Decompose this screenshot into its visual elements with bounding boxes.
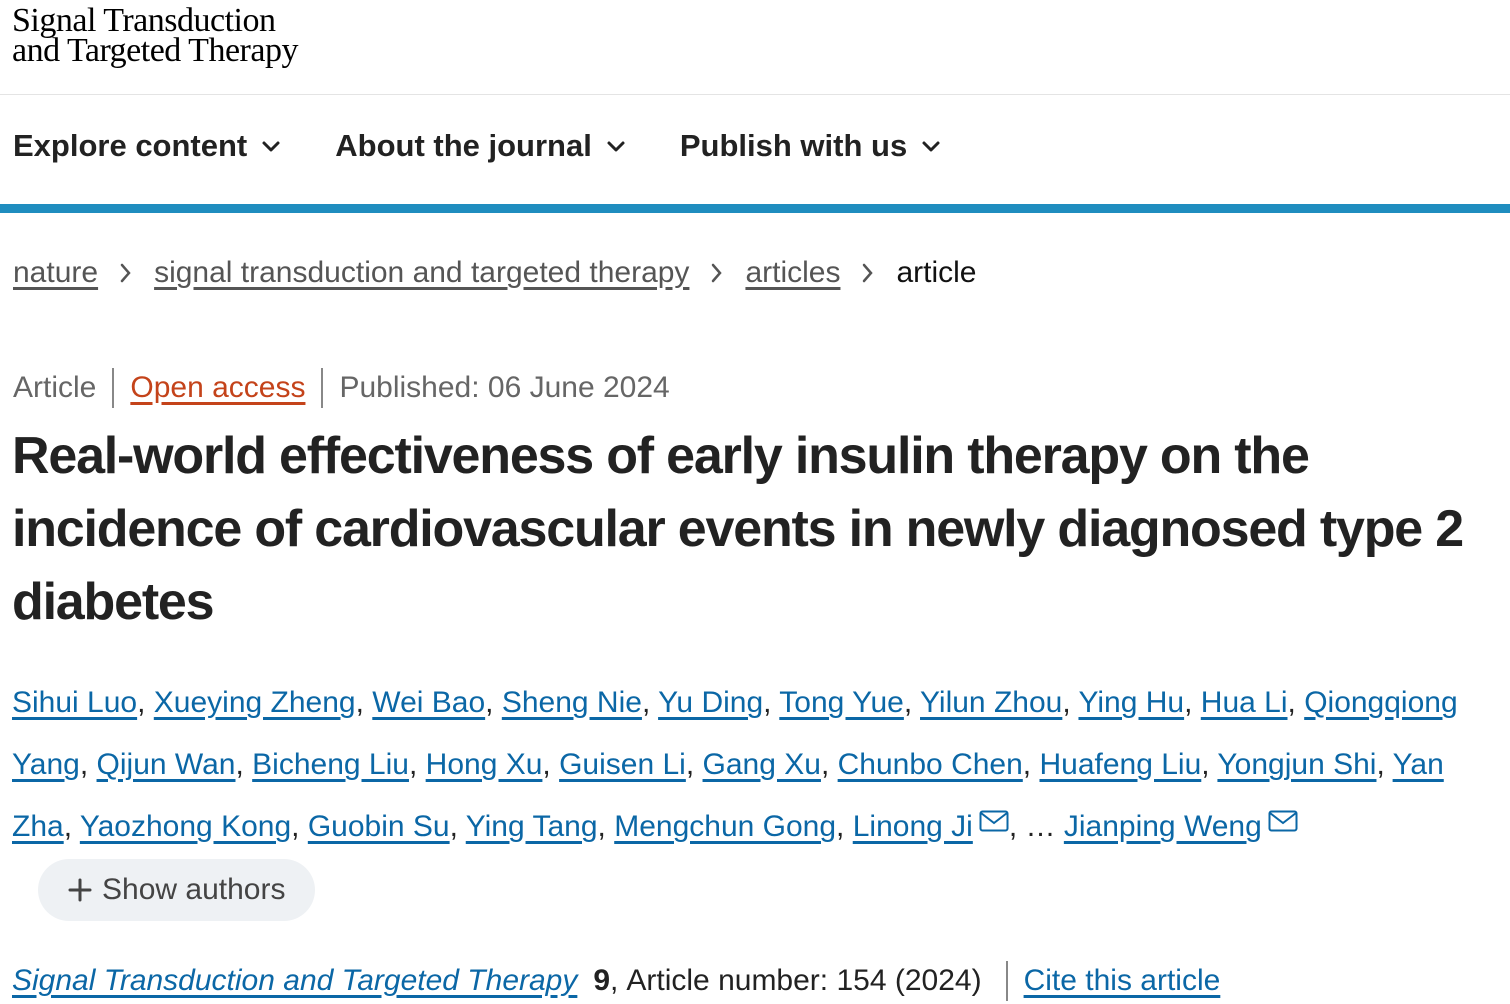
logo-line: Signal Transduction — [12, 2, 276, 39]
separator: , — [597, 810, 606, 843]
author-link[interactable]: Guisen Li — [559, 748, 686, 781]
separator: , — [137, 686, 146, 719]
nav-item[interactable]: About the journal — [335, 128, 626, 164]
separator: , — [1022, 748, 1032, 781]
author-link[interactable]: Linong Ji — [852, 810, 973, 843]
article-title: Real-world effectiveness of early insuli… — [12, 427, 1464, 631]
breadcrumb-link[interactable]: articles — [745, 256, 841, 289]
main-nav: Explore content About the journal Publish … — [13, 128, 941, 164]
separator: , — [449, 810, 458, 843]
article-type: Article — [13, 371, 97, 404]
author-link[interactable]: Guobin Su — [307, 810, 450, 843]
separator — [321, 368, 324, 408]
separator: , — [1376, 748, 1385, 781]
chevron-down — [607, 141, 625, 152]
plus-icon — [68, 878, 92, 902]
separator: , — [641, 686, 651, 719]
separator: , — [355, 686, 364, 719]
author-link[interactable]: Bicheng Liu — [252, 748, 409, 781]
email-icon — [1268, 810, 1298, 832]
separator: , — [836, 810, 845, 843]
breadcrumb-chevron — [863, 263, 874, 283]
separator: , — [235, 748, 244, 781]
author-link[interactable]: Sheng Nie — [501, 686, 642, 719]
author-link[interactable]: Gang Xu — [702, 748, 821, 781]
citation: Signal Transduction and Targeted Therapy… — [12, 961, 1220, 1001]
breadcrumb-chevron — [120, 263, 131, 283]
author-link[interactable]: Wei Bao — [372, 686, 486, 719]
separator: , — [1201, 748, 1210, 781]
author-link[interactable]: Xueying Zheng — [153, 686, 356, 719]
breadcrumb-link[interactable]: signal transduction and targeted therapy — [154, 256, 690, 289]
button-label: Show authors — [102, 873, 286, 907]
nav-label: Publish with us — [679, 128, 908, 163]
separator: , — [63, 810, 73, 843]
separator — [112, 368, 115, 408]
separator: , — [1184, 686, 1193, 719]
breadcrumb-current: article — [896, 256, 977, 289]
header-divider — [0, 94, 1510, 95]
email-icon — [979, 810, 1009, 832]
author-link[interactable]: Hua Li — [1200, 686, 1288, 719]
author-link[interactable]: Hong Xu — [425, 748, 543, 781]
volume: 9 — [593, 964, 611, 997]
chevron-down — [262, 141, 280, 152]
author-link[interactable]: Tong Yue — [779, 686, 904, 719]
breadcrumb-link[interactable]: nature — [13, 256, 99, 289]
journal-link[interactable]: Signal Transduction and Targeted Therapy — [12, 964, 578, 997]
open-access-link[interactable]: Open access — [130, 371, 306, 404]
separator: , — [1287, 686, 1296, 719]
author-link[interactable]: Yaozhong Kong — [79, 810, 292, 843]
separator: , — [820, 748, 830, 781]
logo-line: and Targeted Therapy — [12, 32, 298, 69]
author-link[interactable]: Chunbo Chen — [837, 748, 1023, 781]
breadcrumbs: nature signal transduction and targeted t… — [13, 256, 977, 290]
cite-link[interactable]: Cite this article — [1023, 964, 1221, 997]
author-link[interactable]: Qijun Wan — [96, 748, 236, 781]
author-link[interactable]: Ying Hu — [1078, 686, 1185, 719]
author-link[interactable]: Jianping Weng — [1063, 810, 1262, 843]
article-meta: Article Open access Published: 06 June 2… — [13, 368, 670, 408]
ellipsis: … — [1025, 810, 1056, 843]
author-link[interactable]: Yan Zha — [12, 748, 1444, 843]
separator: , — [610, 964, 619, 997]
separator: , — [763, 686, 772, 719]
separator: , — [79, 748, 89, 781]
author-link[interactable]: Yu Ding — [658, 686, 764, 719]
author-link[interactable]: Yongjun Shi — [1217, 748, 1377, 781]
separator: , — [1008, 810, 1018, 843]
published-date: Published: 06 June 2024 — [339, 371, 670, 404]
accent-bar — [0, 204, 1510, 213]
separator: , — [903, 686, 913, 719]
author-link[interactable]: Sihui Luo — [12, 686, 138, 719]
separator: , — [485, 686, 494, 719]
show-authors-button[interactable]: Show authors — [38, 859, 316, 922]
nav-label: About the journal — [335, 128, 592, 163]
separator: , — [291, 810, 300, 843]
author-link[interactable]: Mengchun Gong — [614, 810, 837, 843]
nav-label: Explore content — [13, 128, 248, 163]
separator — [1005, 961, 1008, 1001]
article-number: Article number: 154 (2024) — [626, 964, 982, 997]
author-link[interactable]: Ying Tang — [465, 810, 598, 843]
nav-item[interactable]: Publish with us — [680, 128, 941, 164]
author-list: Sihui Luo, Xueying Zheng, Wei Bao, Sheng… — [12, 672, 1507, 922]
separator: , — [408, 748, 418, 781]
author-link[interactable]: Huafeng Liu — [1039, 748, 1202, 781]
separator: , — [1062, 686, 1071, 719]
journal-logo[interactable]: Signal Transduction and Targeted Therapy — [12, 2, 298, 69]
separator: , — [542, 748, 551, 781]
separator: , — [685, 748, 695, 781]
author-link[interactable]: Yilun Zhou — [920, 686, 1063, 719]
nav-item[interactable]: Explore content — [13, 128, 281, 164]
breadcrumb-chevron — [712, 263, 723, 283]
chevron-down — [922, 141, 940, 152]
author-link[interactable]: Qiongqiong Yang — [12, 686, 1458, 781]
